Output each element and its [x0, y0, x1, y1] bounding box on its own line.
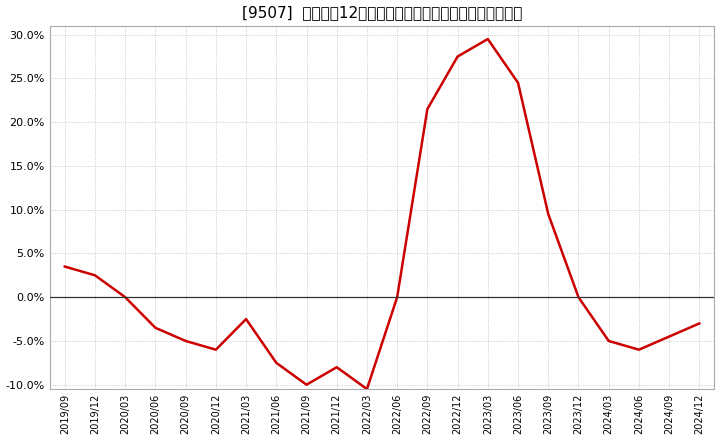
Title: [9507]  売上高の12か月移動合計の対前年同期増減率の推移: [9507] 売上高の12か月移動合計の対前年同期増減率の推移 [242, 6, 522, 21]
